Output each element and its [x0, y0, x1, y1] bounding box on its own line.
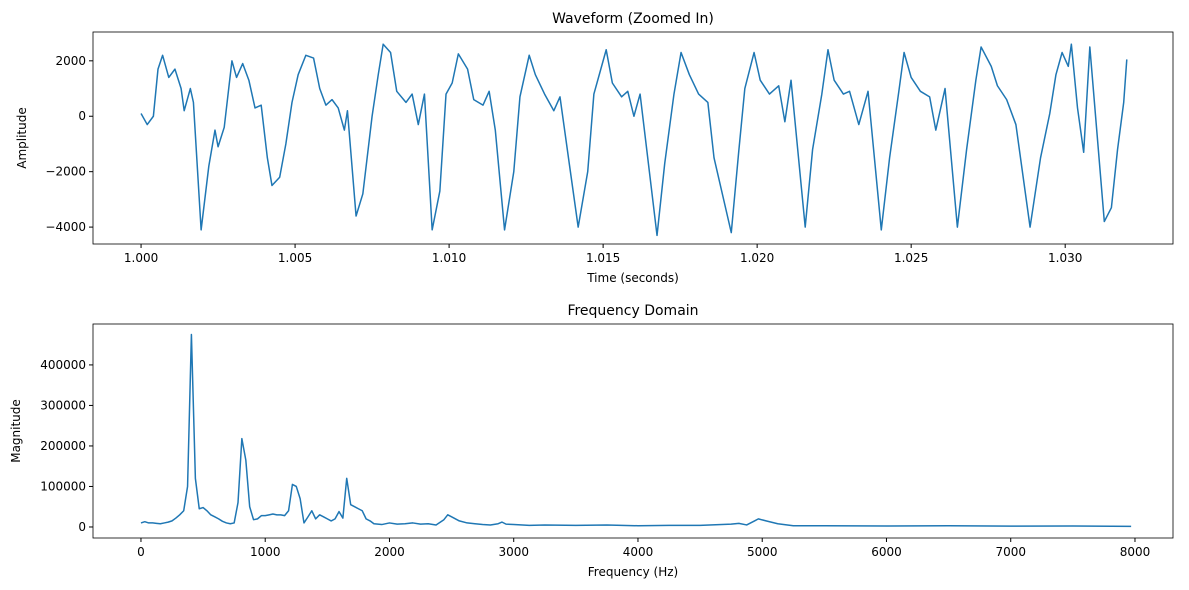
chart-title: Frequency Domain: [567, 303, 698, 319]
x-tick-label: 2000: [374, 545, 405, 559]
x-tick-label: 5000: [747, 545, 778, 559]
x-tick-label: 1.000: [124, 251, 158, 265]
x-axis-label: Time (seconds): [586, 271, 679, 285]
x-tick-label: 1.015: [586, 251, 620, 265]
y-tick-label: 300000: [40, 398, 86, 412]
x-tick-label: 4000: [623, 545, 654, 559]
y-tick-label: −4000: [45, 220, 86, 234]
x-tick-label: 1000: [250, 545, 281, 559]
y-tick-label: 0: [78, 520, 86, 534]
x-tick-label: 0: [137, 545, 145, 559]
y-axis-label: Magnitude: [9, 399, 23, 463]
plot-frame: [92, 323, 1174, 539]
x-tick-label: 1.025: [894, 251, 928, 265]
x-tick-label: 1.030: [1048, 251, 1082, 265]
y-tick-label: 2000: [55, 54, 86, 68]
y-tick-label: 400000: [40, 358, 86, 372]
x-tick-label: 1.010: [432, 251, 466, 265]
x-tick-label: 3000: [498, 545, 529, 559]
x-tick-label: 7000: [995, 545, 1026, 559]
line: [140, 333, 1132, 528]
y-tick-label: 0: [78, 109, 86, 123]
chart-title: Waveform (Zoomed In): [552, 11, 714, 27]
y-axis-label: Amplitude: [15, 107, 29, 169]
y-tick-label: 200000: [40, 439, 86, 453]
y-tick-label: −2000: [45, 165, 86, 179]
x-tick-label: 6000: [871, 545, 902, 559]
x-tick-label: 1.005: [278, 251, 312, 265]
x-tick-label: 1.020: [740, 251, 774, 265]
x-axis-label: Frequency (Hz): [588, 565, 679, 579]
x-tick-label: 8000: [1120, 545, 1151, 559]
y-tick-label: 100000: [40, 479, 86, 493]
plot-frame: [92, 31, 1174, 245]
line: [140, 43, 1128, 237]
